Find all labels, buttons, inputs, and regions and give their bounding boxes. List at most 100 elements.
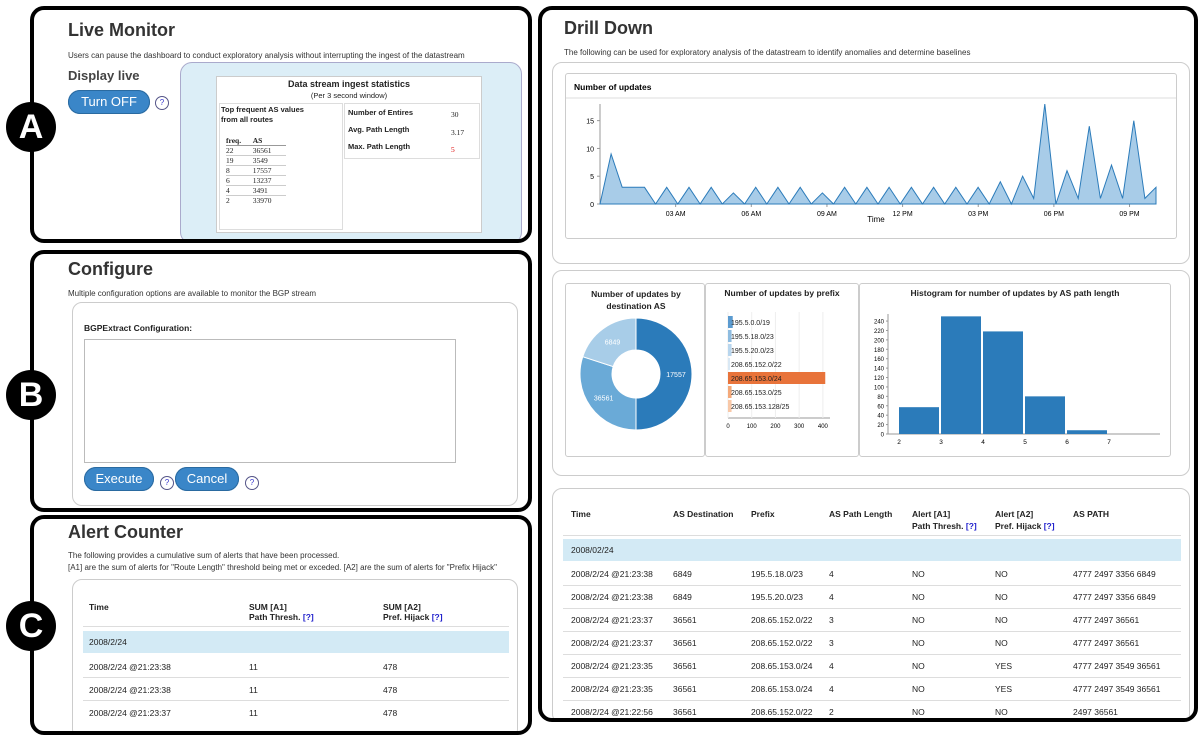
alert-counter-title: Alert Counter [68, 522, 184, 542]
prefix-bar[interactable] [728, 344, 732, 356]
a2-cell: NO [995, 707, 1008, 717]
x-tick-label: 2 [897, 439, 901, 446]
help-link[interactable]: [?] [302, 612, 314, 622]
timeline-chart-frame: Number of updates 0 5 10 15 03 AM 06 AM 09 AM… [565, 73, 1177, 239]
x-tick-label: 400 [818, 424, 829, 430]
donut-slice[interactable] [582, 317, 637, 368]
chart-title: Number of updates [574, 82, 652, 92]
histogram-bar[interactable] [941, 316, 981, 434]
a1-cell: NO [912, 684, 925, 694]
avg-path-label: Avg. Path Length [348, 125, 410, 134]
as-dest-cell: 36561 [673, 707, 697, 717]
help-icon[interactable]: ? [155, 96, 169, 110]
avg-path-value: 3.17 [451, 128, 465, 137]
as-dest-cell: 36561 [673, 684, 697, 694]
histogram-bar[interactable] [1067, 430, 1107, 434]
a2-cell: NO [995, 638, 1008, 648]
as-header: AS [252, 136, 286, 146]
table-row: 2 33970 [226, 196, 286, 205]
histogram-title: Histogram for number of updates by AS pa… [910, 288, 1120, 298]
prefix-bar[interactable] [728, 358, 730, 370]
prefix-cell: 208.65.152.0/22 [751, 707, 813, 717]
donut-slice[interactable] [579, 356, 637, 431]
as-path-cell: 4777 2497 36561 [1073, 615, 1140, 625]
drill-down-title: Drill Down [564, 18, 653, 38]
col-a2-line1: SUM [A2] [383, 602, 421, 612]
turn-off-button[interactable]: Turn OFF [68, 90, 150, 114]
x-tick-label: 6 [1065, 439, 1069, 446]
help-icon[interactable]: ? [245, 476, 259, 490]
x-tick-label: 12 PM [892, 211, 912, 218]
histogram-bar[interactable] [983, 331, 1023, 434]
as-dest-cell: 36561 [673, 661, 697, 671]
as-path-cell: 4777 2497 3549 36561 [1073, 684, 1161, 694]
pie-frame: Number of updates by destination AS 1755… [565, 283, 705, 457]
x-tick-label: 3 [939, 439, 943, 446]
as-dest-cell: 6849 [673, 592, 692, 602]
slice-label: 6849 [605, 340, 621, 347]
slice-label: 17557 [666, 372, 686, 379]
as-cell: 3549 [252, 155, 286, 166]
prefix-bar[interactable] [728, 372, 826, 384]
donut-slice[interactable] [635, 317, 693, 431]
time-cell: 2008/2/24 @21:23:38 [571, 592, 653, 602]
marker-a: A [6, 102, 56, 152]
prefix-bar[interactable] [728, 330, 732, 342]
help-icon[interactable]: ? [160, 476, 174, 490]
divider [563, 535, 1181, 536]
col-alert-a1-line2: Path Thresh. [?] [912, 521, 977, 531]
col-path-length: AS Path Length [829, 509, 893, 519]
time-cell: 2008/2/24 @21:22:56 [571, 707, 653, 717]
x-tick-label: 5 [1023, 439, 1027, 446]
as-dest-cell: 36561 [673, 638, 697, 648]
as-path-cell: 4777 2497 3356 6849 [1073, 592, 1156, 602]
x-tick-label: 100 [747, 424, 758, 430]
a1-cell: 11 [249, 708, 258, 718]
histogram-bar[interactable] [899, 407, 939, 434]
y-tick-label: 120 [874, 376, 885, 382]
config-textarea[interactable] [84, 339, 456, 463]
prefix-cell: 208.65.153.0/24 [751, 661, 813, 671]
destination-as-donut-chart: 17557 36561 6849 [579, 317, 693, 431]
x-tick-label: 300 [794, 424, 805, 430]
path-length-histogram: 0 20 40 60 80 100 120 140 160 180 200 220 240 2 3 4 5 6 7 [874, 314, 1160, 446]
cancel-button[interactable]: Cancel [175, 467, 239, 491]
y-tick-label: 140 [874, 367, 885, 373]
as-cell: 36561 [252, 145, 286, 156]
as-cell: 3491 [252, 185, 286, 196]
histogram-bar[interactable] [1025, 396, 1065, 434]
path-len-cell: 4 [829, 592, 834, 602]
live-monitor-panel: Live Monitor Users can pause the dashboa… [30, 6, 532, 243]
prefix-bar[interactable] [728, 400, 732, 412]
y-tick-label: 40 [877, 414, 884, 420]
max-path-value: 5 [451, 145, 455, 154]
top-as-table: freq. AS 22 36561 19 3549 8 17557 6 13237 4 34… [226, 136, 286, 205]
col-as-destination: AS Destination [673, 509, 734, 519]
freq-header: freq. [226, 136, 253, 146]
execute-button[interactable]: Execute [84, 467, 154, 491]
group-label: 2008/02/24 [571, 545, 614, 555]
help-link[interactable]: [?] [965, 521, 977, 531]
alert-counter-panel: Alert Counter The following provides a c… [30, 515, 532, 735]
entries-value: 30 [451, 110, 459, 119]
help-link[interactable]: [?] [1043, 521, 1055, 531]
path-len-cell: 4 [829, 684, 834, 694]
a1-cell: NO [912, 569, 925, 579]
drill-down-description: The following can be used for explorator… [564, 48, 971, 57]
y-tick-label: 240 [874, 320, 885, 326]
freq-cell: 4 [226, 185, 253, 196]
prefix-label: 195.5.20.0/23 [731, 348, 774, 355]
as-path-cell: 4777 2497 3356 6849 [1073, 569, 1156, 579]
a2-cell: 478 [383, 685, 398, 695]
breakdown-card: Number of updates by destination AS 1755… [552, 270, 1190, 476]
alert-table-card: Time SUM [A1] Path Thresh. [?] SUM [A2] … [72, 579, 518, 731]
display-live-label: Display live [68, 68, 140, 83]
help-link[interactable]: [?] [431, 612, 443, 622]
x-tick-label: 06 PM [1044, 211, 1064, 218]
a2-cell: NO [995, 615, 1008, 625]
a2-cell: NO [995, 592, 1008, 602]
prefix-bar[interactable] [728, 386, 732, 398]
path-len-cell: 3 [829, 615, 834, 625]
prefix-frame: Number of updates by prefix 0 100 200 300 40… [705, 283, 859, 457]
prefix-bar[interactable] [728, 316, 733, 328]
